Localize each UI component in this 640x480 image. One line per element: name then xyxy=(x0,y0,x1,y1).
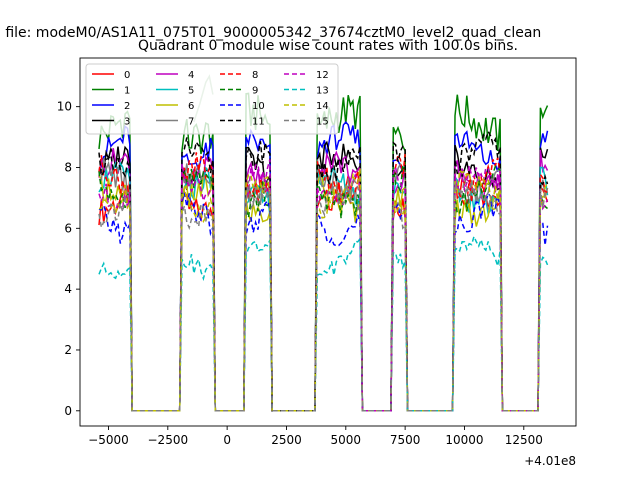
legend-label-14: 14 xyxy=(316,101,329,112)
legend-label-11: 11 xyxy=(252,117,265,128)
legend-label-10: 10 xyxy=(252,101,265,112)
plot-area: −5000 −2500 0 2500 5000 7500 10000 12500 0 2 4 6 8 1… xyxy=(57,57,577,468)
series-lines xyxy=(98,74,549,412)
axes-frame xyxy=(79,57,577,427)
x-offset-text: +4.01e8 xyxy=(524,454,576,468)
y-tick-label: 0 xyxy=(64,404,72,418)
legend-label-13: 13 xyxy=(316,86,329,97)
y-tick-label: 8 xyxy=(64,160,72,174)
x-tick-label: 7500 xyxy=(390,433,421,447)
x-tick-label: 0 xyxy=(223,433,231,447)
legend-label-8: 8 xyxy=(252,70,258,81)
y-tick-label: 4 xyxy=(64,282,72,296)
x-axis: −5000 −2500 0 2500 5000 7500 10000 12500 xyxy=(88,426,543,447)
y-tick-label: 2 xyxy=(64,343,72,357)
x-tick-label: −5000 xyxy=(88,433,129,447)
y-axis: 0 2 4 6 8 10 xyxy=(57,100,80,418)
legend-label-15: 15 xyxy=(316,117,329,128)
legend-label-4: 4 xyxy=(188,70,194,81)
x-tick-label: 2500 xyxy=(271,433,302,447)
y-tick-label: 6 xyxy=(64,221,72,235)
legend-label-3: 3 xyxy=(124,117,130,128)
y-tick-label: 10 xyxy=(57,100,72,114)
legend-label-5: 5 xyxy=(188,86,194,97)
legend-label-0: 0 xyxy=(124,70,130,81)
x-tick-label: 5000 xyxy=(331,433,362,447)
legend-label-12: 12 xyxy=(316,70,329,81)
series-line-15 xyxy=(98,176,548,412)
figure-suptitle: n file: modeM0/AS1A11_075T01_9000005342_… xyxy=(0,25,541,41)
legend-label-9: 9 xyxy=(252,86,258,97)
legend-box xyxy=(85,63,339,135)
series-line-13 xyxy=(98,234,549,412)
legend-label-1: 1 xyxy=(124,86,130,97)
x-tick-label: 10000 xyxy=(445,433,483,447)
legend-label-2: 2 xyxy=(124,101,130,112)
chart-title: Quadrant 0 module wise count rates with … xyxy=(138,38,518,54)
x-tick-label: 12500 xyxy=(505,433,543,447)
x-tick-label: −2500 xyxy=(148,433,189,447)
legend-label-6: 6 xyxy=(188,101,194,112)
legend-label-7: 7 xyxy=(188,117,194,128)
